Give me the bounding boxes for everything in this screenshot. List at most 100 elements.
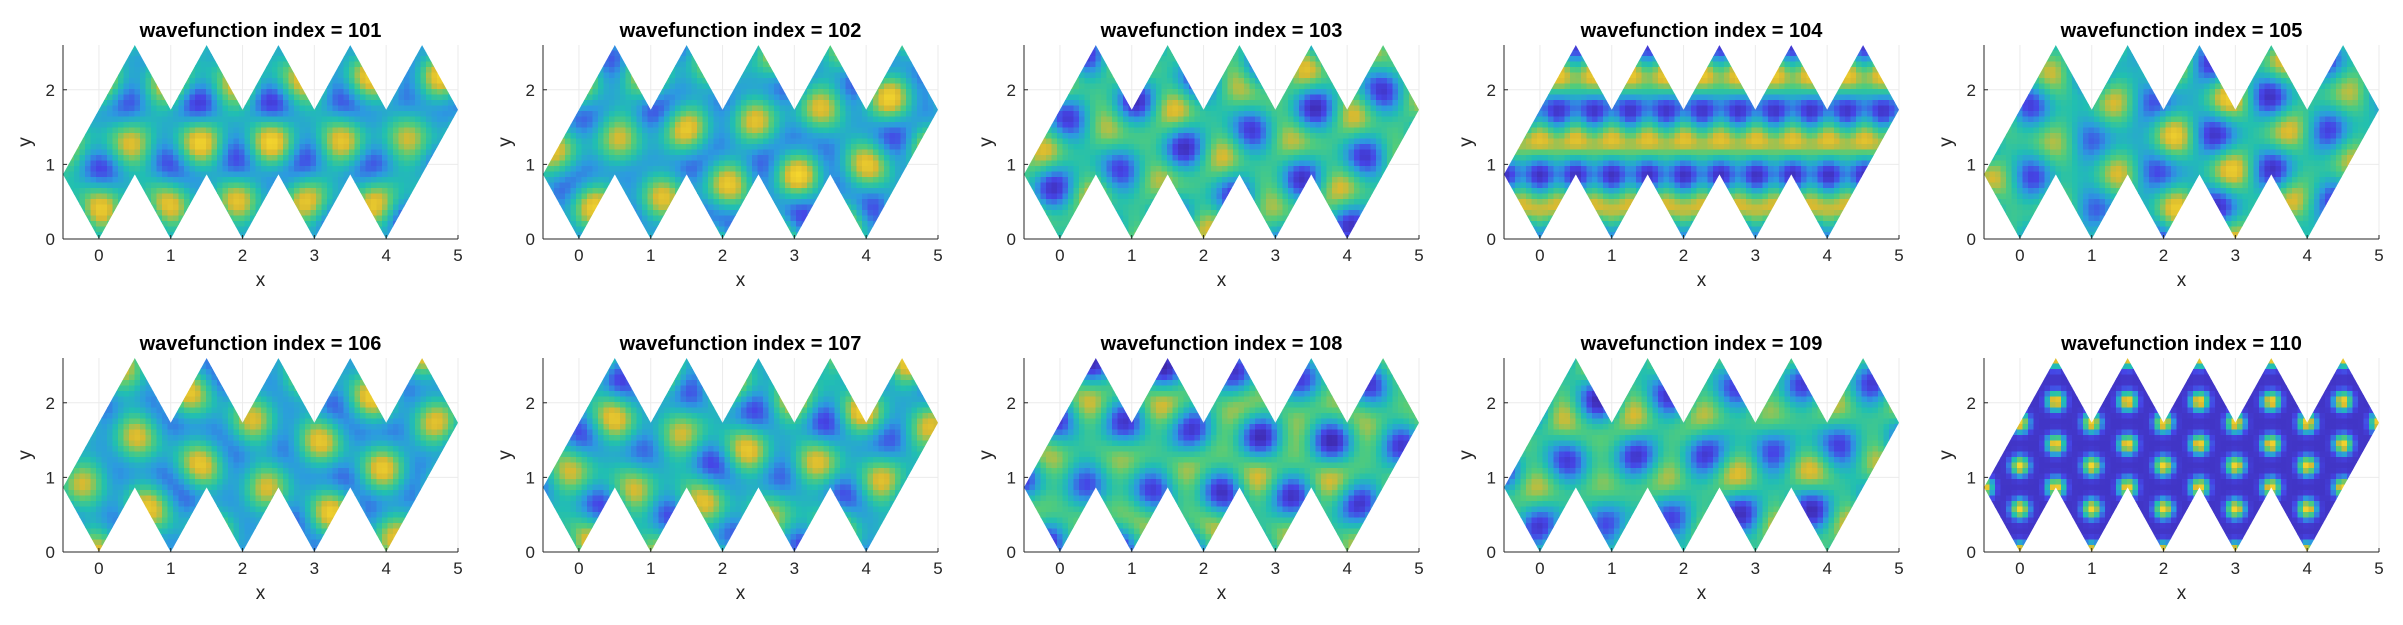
y-tick-label: 2	[46, 394, 55, 413]
x-tick-label: 2	[718, 246, 727, 265]
panel-title: wavefunction index = 102	[619, 20, 862, 42]
y-tick-label: 0	[526, 543, 535, 562]
heatmap-field	[1984, 358, 2379, 552]
x-tick-label: 5	[1414, 246, 1423, 265]
y-tick-label: 0	[526, 230, 535, 249]
x-tick-label: 2	[2159, 246, 2168, 265]
x-tick-label: 5	[1894, 559, 1903, 578]
x-axis-label: x	[1697, 270, 1707, 291]
x-tick-label: 2	[238, 559, 247, 578]
x-tick-label: 3	[1271, 246, 1280, 265]
x-axis-label: x	[1217, 583, 1227, 604]
x-axis-label: x	[736, 270, 746, 291]
x-tick-label: 5	[2374, 246, 2383, 265]
x-tick-label: 1	[646, 246, 655, 265]
y-tick-label: 1	[1487, 155, 1496, 174]
y-tick-label: 2	[526, 394, 535, 413]
heatmap-field	[543, 358, 938, 552]
y-tick-label: 2	[1487, 394, 1496, 413]
heatmap-field	[543, 45, 938, 239]
x-tick-label: 3	[790, 559, 799, 578]
y-tick-label: 1	[526, 468, 535, 487]
panel-title: wavefunction index = 103	[1100, 20, 1343, 42]
x-tick-label: 2	[718, 559, 727, 578]
y-tick-label: 2	[1967, 394, 1976, 413]
y-axis-label: y	[976, 137, 997, 147]
x-tick-label: 5	[1414, 559, 1423, 578]
y-tick-label: 1	[1007, 155, 1016, 174]
x-tick-label: 1	[1607, 559, 1616, 578]
x-axis-label: x	[1697, 583, 1707, 604]
x-axis-label: x	[256, 270, 266, 291]
panel-title: wavefunction index = 106	[139, 333, 382, 355]
x-tick-label: 0	[1535, 246, 1544, 265]
x-tick-label: 1	[1127, 246, 1136, 265]
x-tick-label: 3	[310, 559, 319, 578]
y-tick-label: 2	[1487, 81, 1496, 100]
heatmap-field	[63, 45, 458, 239]
y-tick-label: 2	[1967, 81, 1976, 100]
x-tick-label: 0	[2015, 246, 2024, 265]
x-tick-label: 2	[1679, 246, 1688, 265]
x-tick-label: 4	[1822, 246, 1831, 265]
x-tick-label: 4	[2302, 246, 2311, 265]
x-tick-label: 1	[1127, 559, 1136, 578]
x-tick-label: 5	[933, 246, 942, 265]
x-tick-label: 2	[238, 246, 247, 265]
x-tick-label: 1	[1607, 246, 1616, 265]
x-tick-label: 3	[310, 246, 319, 265]
y-tick-label: 0	[46, 230, 55, 249]
panel-title: wavefunction index = 105	[2060, 20, 2303, 42]
y-tick-label: 1	[1487, 468, 1496, 487]
panel-title: wavefunction index = 104	[1580, 20, 1824, 42]
x-tick-label: 1	[646, 559, 655, 578]
y-axis-label: y	[1936, 450, 1957, 460]
x-tick-label: 3	[2231, 246, 2240, 265]
x-tick-label: 4	[2302, 559, 2311, 578]
y-axis-label: y	[1456, 450, 1477, 460]
x-tick-label: 3	[2231, 559, 2240, 578]
heatmap-field	[1024, 45, 1419, 239]
x-tick-label: 4	[861, 246, 870, 265]
x-tick-label: 5	[1894, 246, 1903, 265]
x-tick-label: 5	[453, 559, 462, 578]
x-tick-label: 0	[1055, 559, 1064, 578]
x-axis-label: x	[256, 583, 266, 604]
x-tick-label: 0	[94, 559, 103, 578]
y-axis-label: y	[15, 137, 36, 147]
y-tick-label: 0	[1007, 230, 1016, 249]
y-tick-label: 0	[1487, 543, 1496, 562]
x-axis-label: x	[2177, 270, 2187, 291]
x-tick-label: 1	[2087, 246, 2096, 265]
x-tick-label: 0	[94, 246, 103, 265]
x-tick-label: 2	[1199, 246, 1208, 265]
y-axis-label: y	[976, 450, 997, 460]
y-tick-label: 1	[1007, 468, 1016, 487]
y-tick-label: 1	[526, 155, 535, 174]
x-tick-label: 3	[1271, 559, 1280, 578]
x-tick-label: 4	[1342, 559, 1351, 578]
y-tick-label: 1	[1967, 155, 1976, 174]
y-axis-label: y	[15, 450, 36, 460]
x-tick-label: 3	[1751, 559, 1760, 578]
panel-title: wavefunction index = 109	[1580, 333, 1823, 355]
x-axis-label: x	[2177, 583, 2187, 604]
x-tick-label: 3	[790, 246, 799, 265]
y-tick-label: 1	[1967, 468, 1976, 487]
y-tick-label: 0	[1967, 230, 1976, 249]
y-tick-label: 1	[46, 155, 55, 174]
panel-title: wavefunction index = 101	[139, 20, 382, 42]
x-tick-label: 3	[1751, 246, 1760, 265]
x-axis-label: x	[1217, 270, 1227, 291]
y-axis-label: y	[1456, 137, 1477, 147]
x-tick-label: 4	[1342, 246, 1351, 265]
x-tick-label: 2	[1679, 559, 1688, 578]
